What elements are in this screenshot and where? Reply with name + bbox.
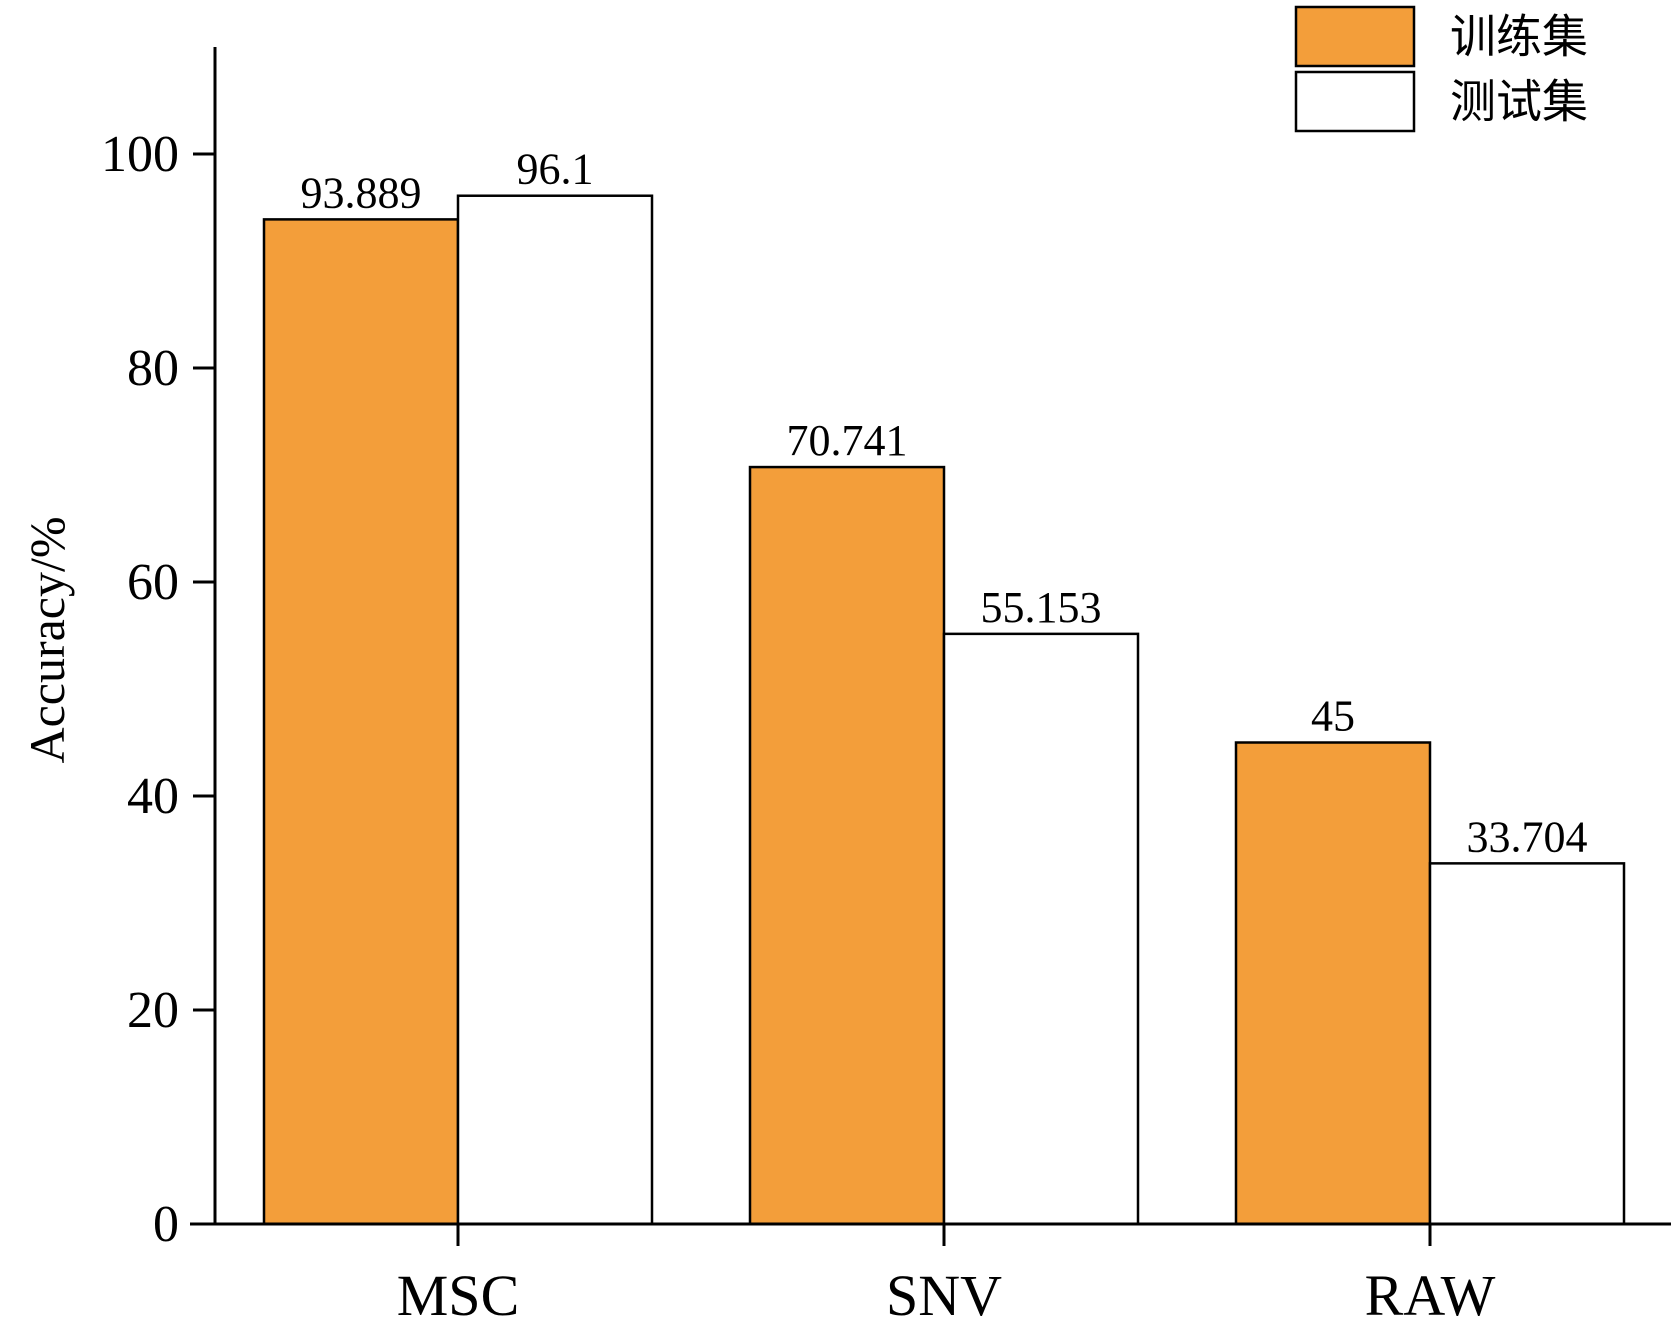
y-axis-title: Accuracy/%: [19, 516, 75, 763]
legend-label-1: 训练集: [1450, 10, 1588, 64]
y-tick-label-60: 60: [127, 554, 179, 611]
bar-snv-series-1: [748, 465, 946, 1226]
y-tick-label-100: 100: [101, 126, 179, 183]
axes-layer: 0 20 40 60 80 100 MSC SNV RAW Accuracy/%: [19, 47, 1671, 1328]
bar-msc-series-2: [456, 194, 654, 1226]
data-label-snv-series-2: 55.153: [981, 583, 1102, 632]
data-label-snv-series-1: 70.741: [787, 416, 908, 465]
bar-raw-series-2: [1428, 862, 1626, 1226]
bar-snv-series-2: [942, 632, 1140, 1226]
data-label-raw-series-1: 45: [1311, 692, 1355, 741]
data-label-msc-series-1: 93.889: [301, 168, 422, 217]
legend-swatch-1: [1294, 5, 1416, 68]
x-tick-label-msc: MSC: [397, 1263, 520, 1328]
legend-swatch-2: [1294, 70, 1416, 133]
y-tick-label-80: 80: [127, 340, 179, 397]
y-tick-label-20: 20: [127, 982, 179, 1039]
bars-layer: [262, 194, 1626, 1226]
bar-msc-series-1: [262, 218, 460, 1226]
data-labels-layer: 93.889 70.741 45 96.1 55.153 33.704: [301, 145, 1588, 862]
x-tick-label-raw: RAW: [1365, 1263, 1496, 1328]
data-label-raw-series-2: 33.704: [1467, 812, 1588, 861]
data-label-msc-series-2: 96.1: [517, 145, 594, 194]
bar-raw-series-1: [1234, 741, 1432, 1226]
y-tick-label-0: 0: [153, 1196, 179, 1253]
y-tick-label-40: 40: [127, 768, 179, 825]
x-tick-label-snv: SNV: [886, 1263, 1002, 1328]
legend-label-2: 测试集: [1450, 75, 1588, 129]
